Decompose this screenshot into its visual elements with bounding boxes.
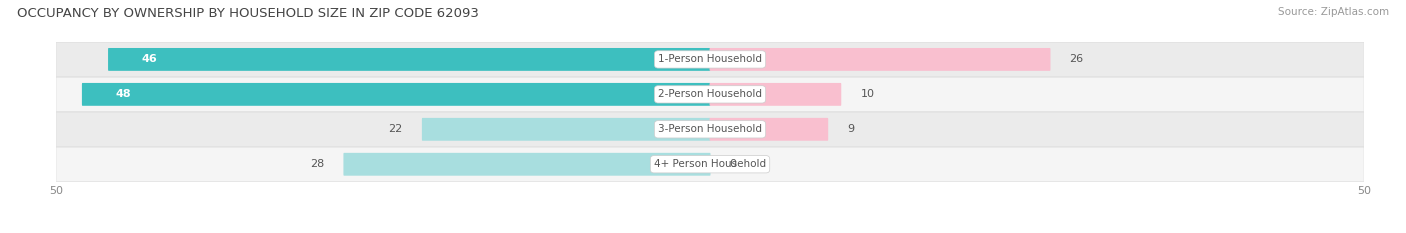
FancyBboxPatch shape <box>56 77 1364 112</box>
Text: 2-Person Household: 2-Person Household <box>658 89 762 99</box>
Text: 10: 10 <box>860 89 875 99</box>
Text: 46: 46 <box>141 55 157 64</box>
Text: Source: ZipAtlas.com: Source: ZipAtlas.com <box>1278 7 1389 17</box>
FancyBboxPatch shape <box>108 48 710 71</box>
Text: 0: 0 <box>730 159 737 169</box>
FancyBboxPatch shape <box>710 118 828 141</box>
FancyBboxPatch shape <box>56 147 1364 182</box>
Text: 1-Person Household: 1-Person Household <box>658 55 762 64</box>
Text: 4+ Person Household: 4+ Person Household <box>654 159 766 169</box>
Text: OCCUPANCY BY OWNERSHIP BY HOUSEHOLD SIZE IN ZIP CODE 62093: OCCUPANCY BY OWNERSHIP BY HOUSEHOLD SIZE… <box>17 7 479 20</box>
FancyBboxPatch shape <box>343 153 710 176</box>
FancyBboxPatch shape <box>56 42 1364 76</box>
Text: 3-Person Household: 3-Person Household <box>658 124 762 134</box>
Text: 22: 22 <box>388 124 402 134</box>
Text: 26: 26 <box>1070 55 1084 64</box>
Text: 48: 48 <box>115 89 131 99</box>
Text: 9: 9 <box>848 124 855 134</box>
FancyBboxPatch shape <box>710 83 841 106</box>
Text: 28: 28 <box>311 159 325 169</box>
FancyBboxPatch shape <box>422 118 710 141</box>
FancyBboxPatch shape <box>56 112 1364 147</box>
FancyBboxPatch shape <box>82 83 710 106</box>
FancyBboxPatch shape <box>710 48 1050 71</box>
